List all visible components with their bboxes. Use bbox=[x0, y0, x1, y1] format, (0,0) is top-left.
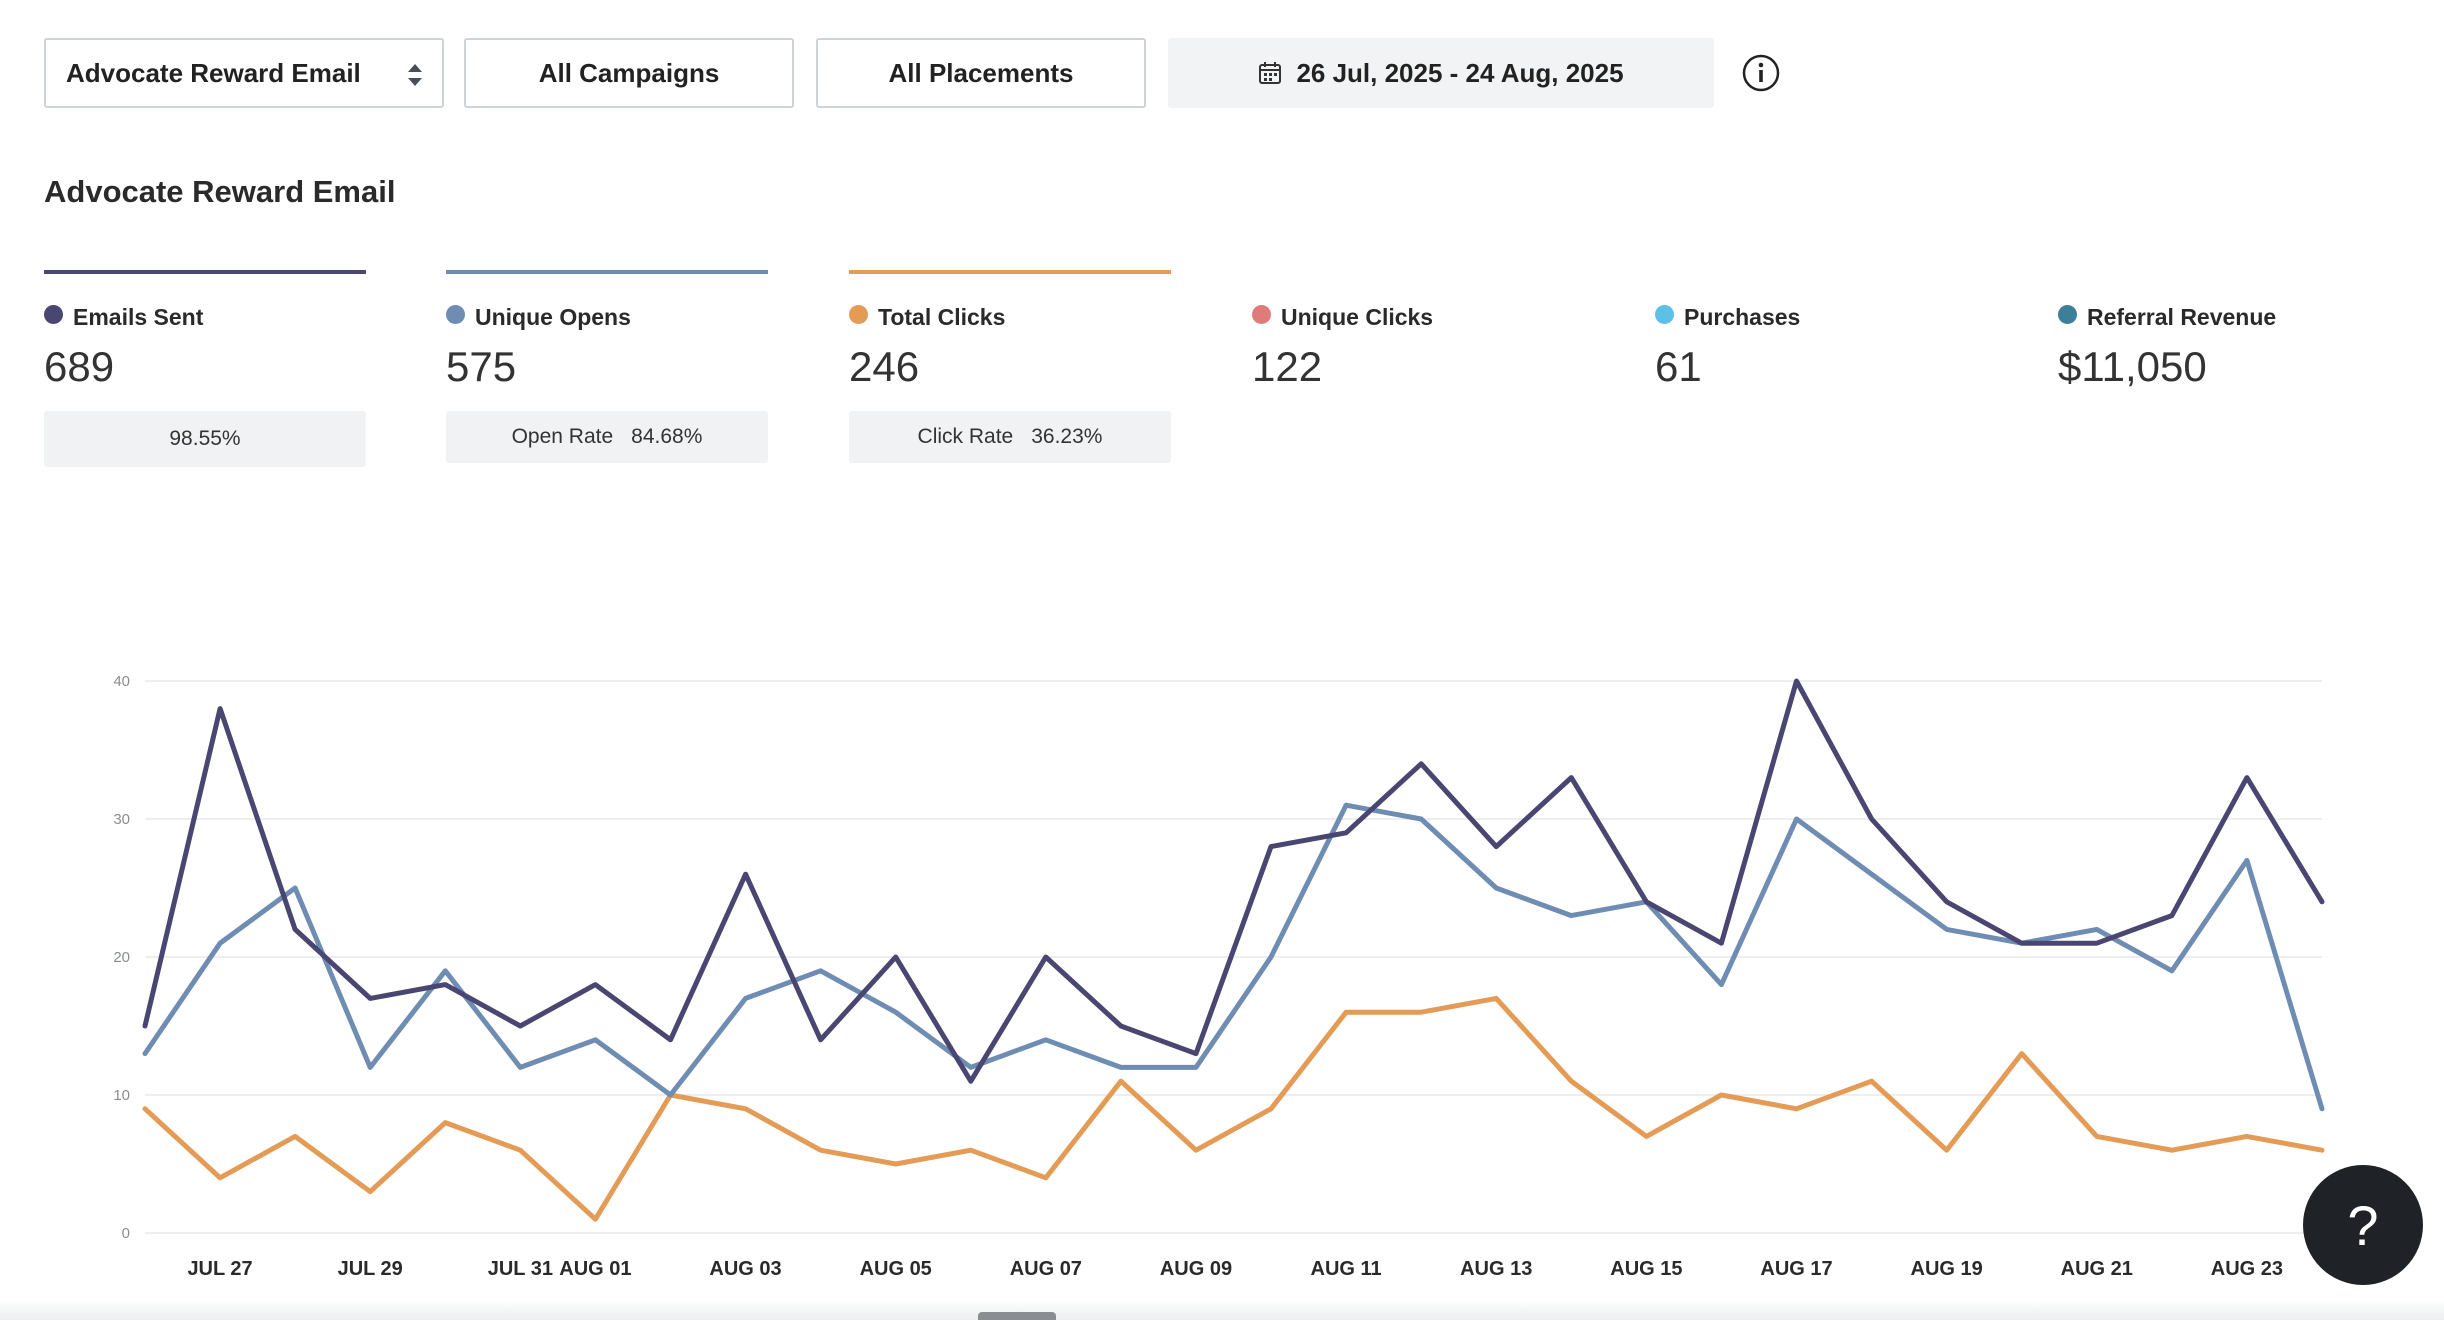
metric-value: 61 bbox=[1655, 343, 1702, 390]
metric-value: 122 bbox=[1252, 343, 1323, 390]
campaigns-dropdown[interactable]: All Campaigns bbox=[464, 38, 794, 108]
metric-rate-box: Click Rate 36.23% bbox=[849, 411, 1171, 463]
metric-rate-box: 98.55% bbox=[44, 411, 366, 467]
scroll-handle[interactable] bbox=[978, 1312, 1056, 1320]
x-tick-label: AUG 21 bbox=[2061, 1258, 2133, 1280]
metric-rate-box: Open Rate 84.68% bbox=[446, 411, 768, 463]
calendar-icon bbox=[1259, 62, 1282, 84]
page-footer-edge bbox=[0, 1300, 2444, 1320]
series-line-emails-sent[interactable] bbox=[142, 678, 2325, 1084]
x-tick-label: AUG 05 bbox=[860, 1258, 932, 1280]
rate-value: 98.55% bbox=[169, 427, 241, 450]
email-type-select-value: Advocate Reward Email bbox=[66, 57, 361, 88]
up-down-chevron-icon bbox=[408, 64, 422, 86]
y-tick-label: 30 bbox=[113, 811, 130, 828]
x-tick-label: JUL 31 bbox=[488, 1258, 553, 1280]
series-dot-icon bbox=[446, 305, 465, 324]
series-dot-icon bbox=[1655, 305, 1674, 324]
x-tick-label: JUL 27 bbox=[187, 1258, 252, 1280]
rate-label: Click Rate bbox=[917, 425, 1014, 448]
x-tick-label: JUL 29 bbox=[338, 1258, 403, 1280]
metric-label: Unique Clicks bbox=[1281, 304, 1434, 330]
help-button[interactable]: ? bbox=[2303, 1165, 2423, 1285]
email-type-select[interactable]: Advocate Reward Email bbox=[44, 38, 444, 108]
metric-unique-opens[interactable]: Unique Opens 575 Open Rate 84.68% bbox=[446, 270, 768, 463]
x-tick-label: AUG 13 bbox=[1460, 1258, 1532, 1280]
metric-label: Unique Opens bbox=[475, 304, 631, 330]
y-tick-label: 20 bbox=[113, 949, 130, 966]
info-icon[interactable] bbox=[1742, 54, 1780, 92]
series-line-total-clicks[interactable] bbox=[142, 995, 2325, 1222]
rate-label: Open Rate bbox=[511, 425, 614, 448]
metric-label: Purchases bbox=[1684, 304, 1801, 330]
y-tick-label: 10 bbox=[113, 1087, 130, 1104]
metric-value: 689 bbox=[44, 343, 115, 390]
series-dot-icon bbox=[2058, 305, 2077, 324]
help-icon: ? bbox=[2347, 1193, 2379, 1257]
x-tick-label: AUG 09 bbox=[1160, 1258, 1232, 1280]
line-chart-svg: 0 10 20 30 40 JUL 27 JUL 29 JUL 31 AUG 01 AUG 03 A… bbox=[113, 673, 2325, 1280]
metric-inactive-bar bbox=[2058, 270, 2380, 274]
metric-label: Referral Revenue bbox=[2087, 304, 2277, 330]
rate-value: 84.68% bbox=[631, 425, 703, 448]
section-title: Advocate Reward Email bbox=[44, 174, 396, 209]
date-range-label: 26 Jul, 2025 - 24 Aug, 2025 bbox=[1296, 57, 1624, 88]
series-dot-icon bbox=[44, 305, 63, 324]
filter-toolbar: Advocate Reward Email All Campaigns All … bbox=[44, 38, 2444, 108]
x-tick-label: AUG 01 bbox=[559, 1258, 631, 1280]
metric-value: 575 bbox=[446, 343, 517, 390]
metric-value: $11,050 bbox=[2058, 343, 2207, 390]
metric-total-clicks[interactable]: Total Clicks 246 Click Rate 36.23% bbox=[849, 270, 1171, 463]
metric-purchases[interactable]: Purchases 61 bbox=[1655, 270, 1977, 391]
series-dot-icon bbox=[849, 305, 868, 324]
metric-unique-clicks[interactable]: Unique Clicks 122 bbox=[1252, 270, 1574, 391]
y-tick-label: 40 bbox=[113, 673, 130, 690]
campaigns-dropdown-label: All Campaigns bbox=[538, 57, 720, 88]
x-tick-label: AUG 23 bbox=[2211, 1258, 2283, 1280]
y-tick-label: 0 bbox=[122, 1225, 130, 1242]
metric-active-bar bbox=[44, 270, 366, 274]
metric-label: Total Clicks bbox=[878, 304, 1006, 330]
line-chart: 0 10 20 30 40 JUL 27 JUL 29 JUL 31 AUG 01 AUG 03 A… bbox=[0, 640, 2444, 1305]
x-tick-label: AUG 07 bbox=[1010, 1258, 1082, 1280]
metric-value: 246 bbox=[849, 343, 920, 390]
x-tick-label: AUG 17 bbox=[1760, 1258, 1832, 1280]
date-range-picker[interactable]: 26 Jul, 2025 - 24 Aug, 2025 bbox=[1168, 38, 1714, 108]
x-tick-label: AUG 03 bbox=[709, 1258, 781, 1280]
x-tick-label: AUG 15 bbox=[1610, 1258, 1682, 1280]
rate-value: 36.23% bbox=[1031, 425, 1103, 448]
series-dot-icon bbox=[1252, 305, 1271, 324]
metric-active-bar bbox=[849, 270, 1171, 274]
metric-label: Emails Sent bbox=[73, 304, 204, 330]
x-tick-label: AUG 11 bbox=[1311, 1258, 1382, 1280]
x-tick-label: AUG 19 bbox=[1911, 1258, 1983, 1280]
metric-inactive-bar bbox=[1252, 270, 1574, 274]
metric-emails-sent[interactable]: Emails Sent 689 98.55% bbox=[44, 270, 366, 467]
metric-inactive-bar bbox=[1655, 270, 1977, 274]
placements-dropdown[interactable]: All Placements bbox=[816, 38, 1146, 108]
metric-referral-revenue[interactable]: Referral Revenue $11,050 bbox=[2058, 270, 2380, 391]
metric-active-bar bbox=[446, 270, 768, 274]
series-line-unique-opens[interactable] bbox=[142, 802, 2325, 1112]
placements-dropdown-label: All Placements bbox=[888, 57, 1074, 88]
